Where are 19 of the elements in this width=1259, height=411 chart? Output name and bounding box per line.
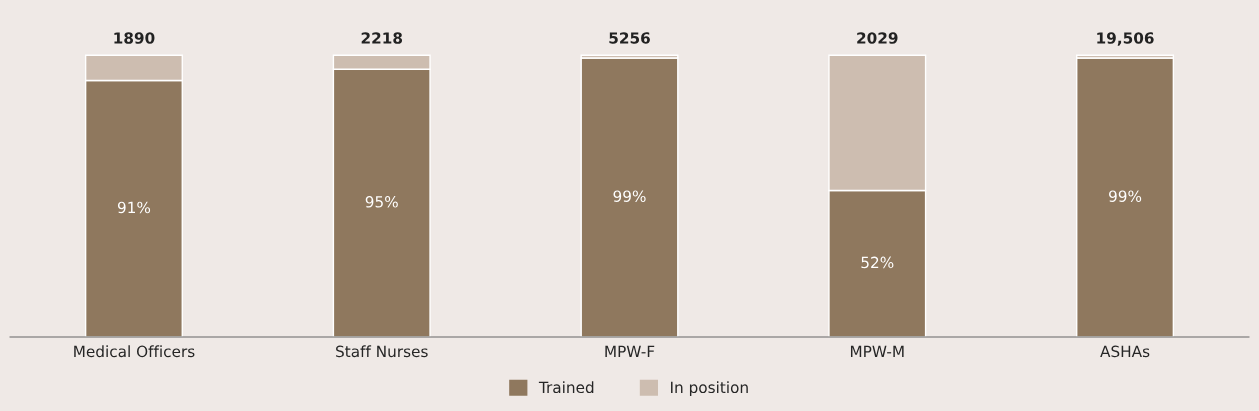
x-tick-label: MPW-M xyxy=(850,345,904,357)
data-label: 95% xyxy=(365,196,398,208)
data-label: 91% xyxy=(117,201,151,214)
data-label: 99% xyxy=(613,190,646,202)
annotation: 2029 xyxy=(857,32,898,44)
annotation: 5256 xyxy=(609,32,650,44)
x-tick-label: Medical Officers xyxy=(74,345,195,358)
annotation: 2218 xyxy=(361,32,403,44)
legend-label: Trained xyxy=(538,381,594,394)
data-label: 52% xyxy=(861,256,894,269)
legend-label: In position xyxy=(671,381,748,397)
bar xyxy=(1076,57,1175,338)
annotation: 19,506 xyxy=(1097,32,1154,46)
x-tick-label: Staff Nurses xyxy=(336,345,428,358)
annotation: 1890 xyxy=(114,32,155,44)
data-label: 99% xyxy=(1109,190,1142,202)
x-tick-label: ASHAs xyxy=(1100,345,1150,358)
x-tick-label: MPW-F xyxy=(605,345,655,357)
bar xyxy=(580,57,679,338)
